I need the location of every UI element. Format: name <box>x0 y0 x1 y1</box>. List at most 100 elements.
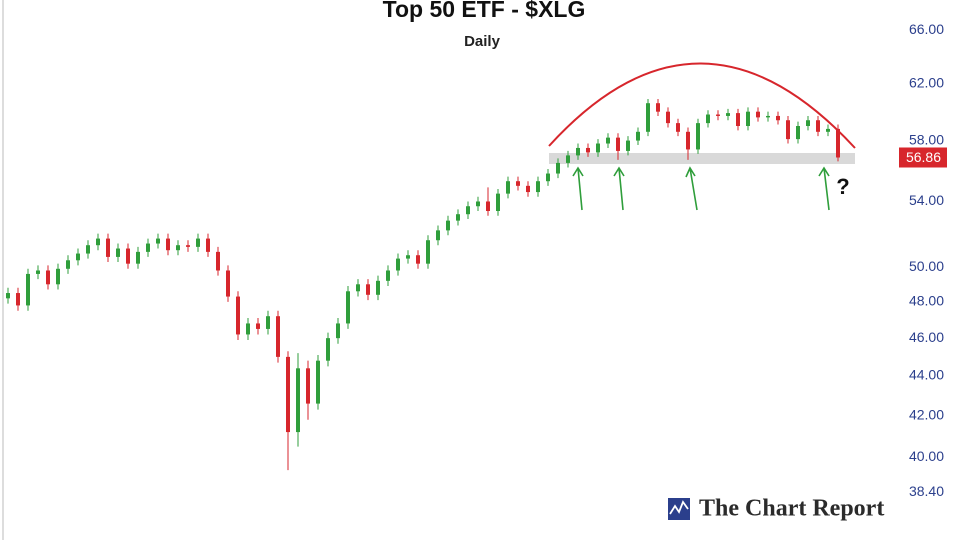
y-tick-label: 54.00 <box>909 192 944 208</box>
watermark-icon-line <box>669 500 689 515</box>
candle <box>826 124 830 137</box>
candle <box>346 286 350 329</box>
candle-body <box>326 338 330 361</box>
candle <box>676 118 680 137</box>
watermark-icon <box>668 498 690 520</box>
candle <box>456 209 460 226</box>
candle-body <box>246 323 250 335</box>
candle <box>206 233 210 257</box>
candle-body <box>546 173 550 182</box>
candle-body <box>156 238 160 244</box>
candle-body <box>296 368 300 433</box>
candle <box>216 246 220 276</box>
candle <box>336 318 340 344</box>
candle <box>436 225 440 246</box>
candle-body <box>26 273 30 306</box>
y-tick-label: 48.00 <box>909 293 944 309</box>
candle <box>576 143 580 160</box>
candle <box>376 275 380 301</box>
y-tick-label: 40.00 <box>909 448 944 464</box>
candle <box>286 351 290 471</box>
candle <box>646 98 650 137</box>
candle-body <box>176 245 180 251</box>
question-mark: ? <box>836 174 849 199</box>
candle-body <box>646 103 650 132</box>
candle-body <box>196 238 200 247</box>
candle <box>706 110 710 128</box>
candle <box>246 318 250 341</box>
candle <box>6 287 10 304</box>
candle-body <box>826 128 830 132</box>
candle <box>536 176 540 197</box>
candle-body <box>426 240 430 264</box>
candle <box>416 250 420 269</box>
candle-body <box>6 293 10 299</box>
candle <box>136 246 140 269</box>
candle-body <box>286 356 290 433</box>
candle <box>766 111 770 122</box>
candle <box>356 279 360 297</box>
candle-body <box>716 114 720 116</box>
candle-body <box>256 323 260 329</box>
candle <box>66 255 70 274</box>
y-tick-label: 66.00 <box>909 21 944 37</box>
candle-body <box>506 181 510 194</box>
candle <box>746 107 750 131</box>
candle-body <box>66 260 70 269</box>
candle <box>666 107 670 128</box>
candle-body <box>406 255 410 259</box>
candle <box>226 265 230 302</box>
candle-body <box>386 270 390 281</box>
candle-body <box>46 270 50 285</box>
candle-body <box>126 248 130 264</box>
candle-body <box>56 268 60 285</box>
candle-body <box>756 111 760 118</box>
candle <box>116 243 120 262</box>
candle-body <box>786 120 790 140</box>
y-tick-label: 38.40 <box>909 483 944 499</box>
candle <box>266 310 270 335</box>
candle <box>396 253 400 276</box>
candle-body <box>736 113 740 127</box>
candle <box>496 188 500 216</box>
candle-body <box>656 103 660 112</box>
candle-body <box>476 201 480 207</box>
candle <box>196 233 200 252</box>
candle <box>236 291 240 341</box>
last-price-label: 56.86 <box>906 149 941 165</box>
watermark: The Chart Report <box>668 496 884 522</box>
candle <box>736 108 740 131</box>
candle-body <box>556 162 560 174</box>
candle-body <box>616 137 620 151</box>
candle-body <box>36 270 40 274</box>
candle-body <box>236 296 240 335</box>
candle <box>506 176 510 199</box>
candle-body <box>806 120 810 127</box>
candle-body <box>366 284 370 295</box>
candle-body <box>116 248 120 257</box>
candle <box>56 263 60 290</box>
candle <box>176 240 180 256</box>
candle <box>526 181 530 197</box>
candle <box>106 233 110 262</box>
chart-title: Top 50 ETF - $XLG <box>383 0 586 22</box>
candle <box>426 235 430 269</box>
candle-body <box>586 147 590 153</box>
candle <box>166 233 170 256</box>
candle <box>386 265 390 287</box>
arrows <box>572 166 830 211</box>
candle <box>836 124 840 162</box>
candle <box>46 265 50 290</box>
candle-body <box>336 323 340 339</box>
candle <box>256 318 260 335</box>
candle-body <box>466 206 470 215</box>
candle-body <box>456 214 460 221</box>
y-tick-label: 42.00 <box>909 406 944 422</box>
candle <box>96 233 100 251</box>
candle-body <box>626 140 630 151</box>
candle-body <box>86 245 90 254</box>
candle <box>126 243 130 269</box>
candle <box>696 118 700 154</box>
